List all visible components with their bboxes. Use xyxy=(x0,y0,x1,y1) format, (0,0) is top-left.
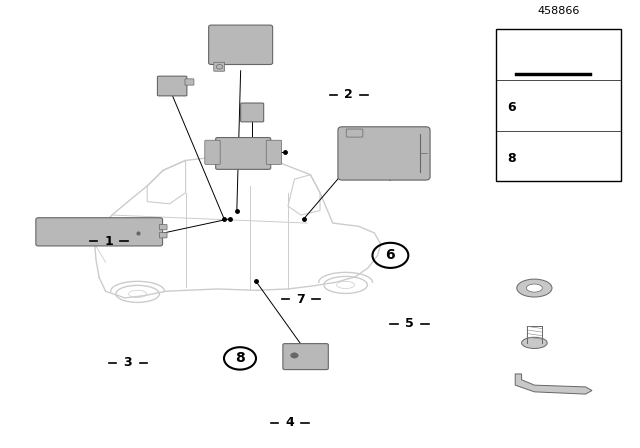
FancyBboxPatch shape xyxy=(159,233,167,238)
Text: 7: 7 xyxy=(296,293,305,306)
Text: 8: 8 xyxy=(235,351,245,366)
Text: 458866: 458866 xyxy=(537,6,580,16)
Bar xyxy=(496,29,621,181)
Text: 3: 3 xyxy=(124,356,132,370)
FancyBboxPatch shape xyxy=(205,140,220,164)
FancyBboxPatch shape xyxy=(185,79,194,85)
Text: 6: 6 xyxy=(508,101,516,114)
FancyBboxPatch shape xyxy=(283,344,328,370)
FancyBboxPatch shape xyxy=(157,76,187,96)
Ellipse shape xyxy=(522,337,547,349)
Bar xyxy=(515,73,592,76)
FancyBboxPatch shape xyxy=(346,129,363,137)
Text: 6: 6 xyxy=(385,248,396,263)
Text: 4: 4 xyxy=(285,416,294,430)
Text: 1: 1 xyxy=(104,234,113,248)
Text: 5: 5 xyxy=(405,317,414,331)
Ellipse shape xyxy=(517,279,552,297)
FancyBboxPatch shape xyxy=(338,127,430,180)
FancyBboxPatch shape xyxy=(241,103,264,122)
FancyBboxPatch shape xyxy=(209,25,273,65)
Text: 8: 8 xyxy=(508,152,516,165)
FancyBboxPatch shape xyxy=(216,138,271,169)
FancyBboxPatch shape xyxy=(214,62,225,71)
Polygon shape xyxy=(515,374,592,394)
Circle shape xyxy=(291,353,298,358)
FancyBboxPatch shape xyxy=(36,218,163,246)
FancyBboxPatch shape xyxy=(159,224,167,230)
Ellipse shape xyxy=(526,284,543,292)
FancyBboxPatch shape xyxy=(266,140,282,164)
Text: 2: 2 xyxy=(344,88,353,102)
